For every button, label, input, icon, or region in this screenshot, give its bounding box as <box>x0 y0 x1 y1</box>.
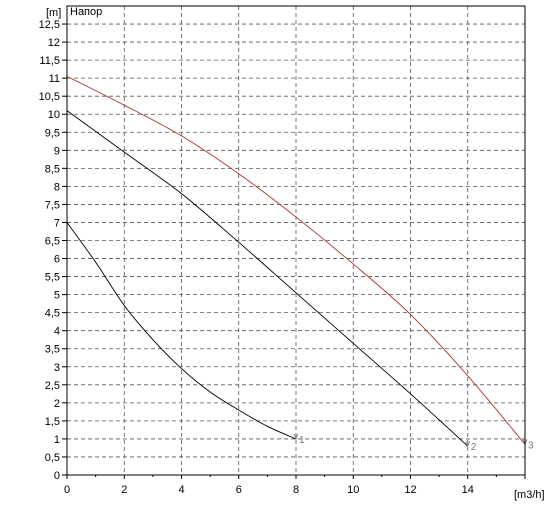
y-tick-label: 8,5 <box>45 163 60 175</box>
series-label-2: 2 <box>471 442 477 453</box>
chart-title: Напор <box>70 6 102 18</box>
x-tick-label: 12 <box>404 484 416 496</box>
y-tick-label: 4,5 <box>45 308 60 320</box>
y-tick-label: 2,5 <box>45 380 60 392</box>
y-tick-label: 5,5 <box>45 272 60 284</box>
tick-labels: 0 2 4 6 8 10 12 1400,511,522,533,544,555,566,57… <box>39 19 474 496</box>
x-tick-label: 6 <box>236 484 242 496</box>
y-tick-label: 3 <box>54 362 60 374</box>
grid-lines <box>67 6 526 475</box>
y-tick-label: 4 <box>54 326 60 338</box>
y-tick-label: 1 <box>54 434 60 446</box>
x-tick-label: 4 <box>178 484 184 496</box>
y-tick-label: 10,5 <box>39 91 60 103</box>
y-axis-unit-label: [m] <box>46 7 61 19</box>
y-tick-label: 7,5 <box>45 199 60 211</box>
series-line-3 <box>66 75 526 445</box>
y-tick-label: 3,5 <box>45 344 60 356</box>
series-end-marker-1 <box>293 433 299 441</box>
y-tick-label: 6 <box>54 254 60 266</box>
y-tick-label: 11,5 <box>39 55 60 67</box>
x-tick-label: 0 <box>64 484 70 496</box>
y-tick-label: 7 <box>54 217 60 229</box>
y-tick-label: 8 <box>54 181 60 193</box>
x-tick-label: 8 <box>293 484 299 496</box>
y-tick-label: 9 <box>54 145 60 157</box>
y-tick-label: 5 <box>54 290 60 302</box>
series-label-1: 1 <box>299 435 305 446</box>
y-tick-label: 0 <box>54 470 60 482</box>
y-tick-label: 10 <box>48 109 60 121</box>
series-line-1 <box>66 222 297 440</box>
x-axis-unit-label: [m3/h] <box>514 489 545 501</box>
plot-frame <box>66 5 526 476</box>
x-tick-label: 14 <box>462 484 474 496</box>
y-tick-label: 0,5 <box>45 452 60 464</box>
x-tick-label: 10 <box>347 484 359 496</box>
x-tick-label: 2 <box>121 484 127 496</box>
y-tick-label: 2 <box>54 398 60 410</box>
series-line-2 <box>66 110 469 447</box>
axis-ticks <box>62 23 526 479</box>
series-end-marker-2 <box>465 440 471 448</box>
y-tick-label: 12,5 <box>39 19 60 31</box>
y-tick-label: 6,5 <box>45 236 60 248</box>
series-label-3: 3 <box>528 440 534 451</box>
y-tick-label: 9,5 <box>45 127 60 139</box>
data-series: 1 2 3 <box>66 75 534 453</box>
y-tick-label: 1,5 <box>45 416 60 428</box>
y-tick-label: 12 <box>48 37 60 49</box>
y-tick-label: 11 <box>49 73 60 85</box>
